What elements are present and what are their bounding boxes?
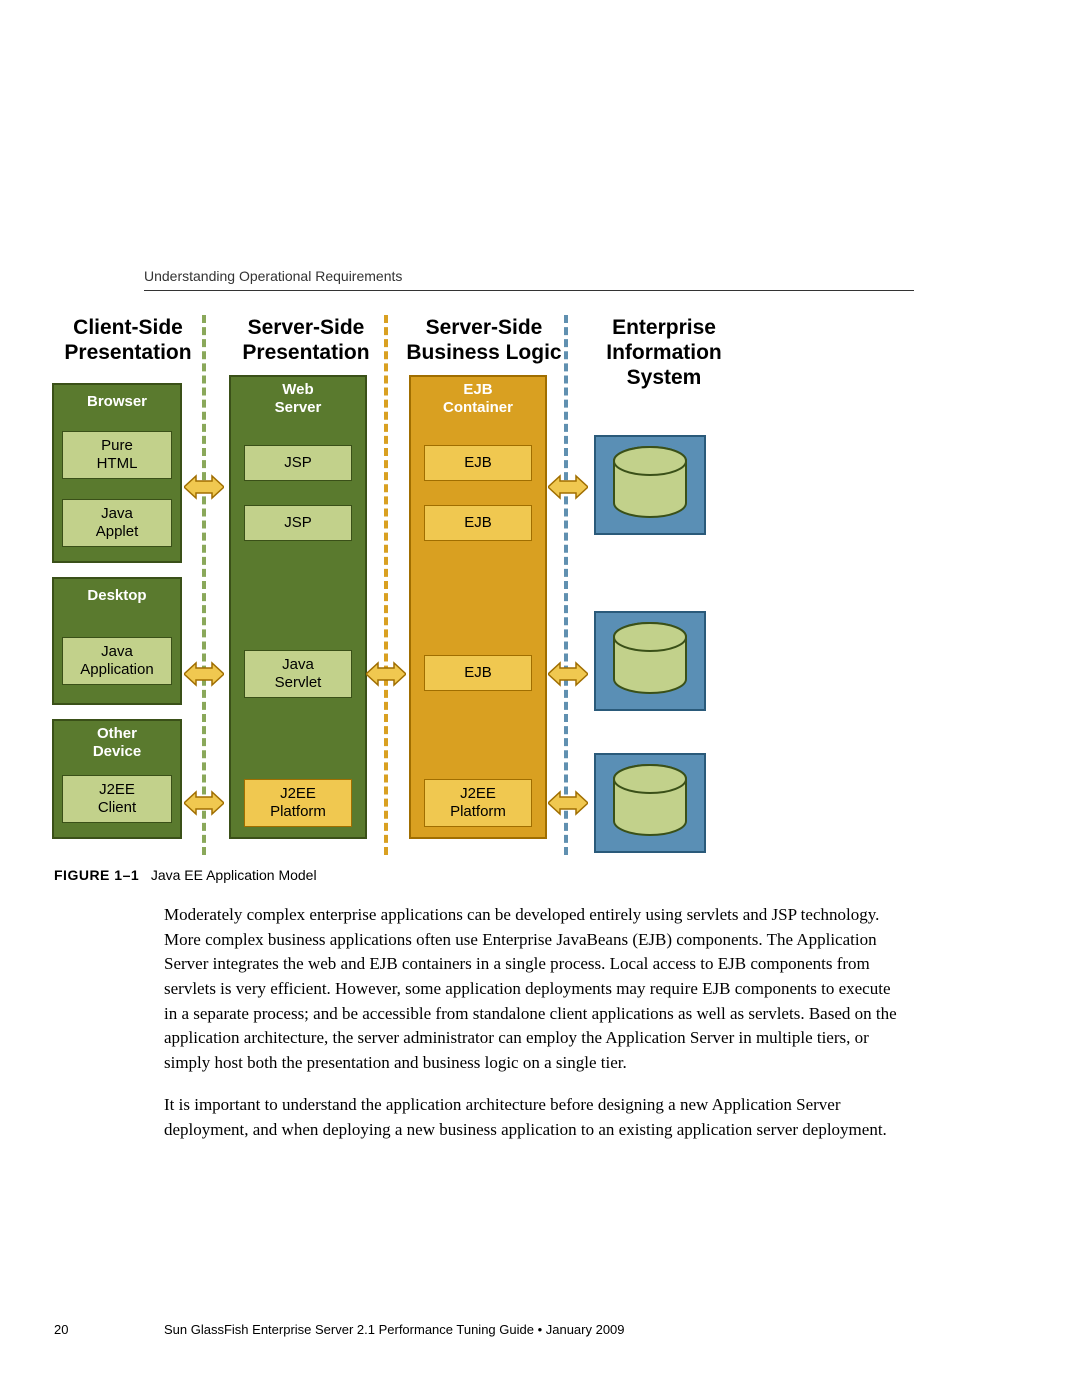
database-icon-3 xyxy=(596,755,704,851)
database-icon-1 xyxy=(596,437,704,533)
body-text: Moderately complex enterprise applicatio… xyxy=(164,903,899,1143)
figure-label: FIGURE 1–1 xyxy=(54,867,139,883)
other-header: Other Device xyxy=(54,721,180,765)
pure-html-box: Pure HTML xyxy=(62,431,172,479)
arrow-icon-6 xyxy=(548,660,588,688)
desktop-header: Desktop xyxy=(54,579,180,613)
paragraph-2: It is important to understand the applic… xyxy=(164,1093,899,1142)
j2ee-platform2-box: J2EE Platform xyxy=(424,779,532,827)
arrow-icon-1 xyxy=(184,473,224,501)
arrow-icon-7 xyxy=(548,789,588,817)
db3-container xyxy=(594,753,706,853)
browser-header: Browser xyxy=(54,385,180,419)
j2ee-platform1-box: J2EE Platform xyxy=(244,779,352,827)
divider-3 xyxy=(564,315,568,855)
database-icon-2 xyxy=(596,613,704,709)
arrow-icon-5 xyxy=(548,473,588,501)
ejb1-box: EJB xyxy=(424,445,532,481)
ejb-container-header: EJB Container xyxy=(411,377,545,421)
running-header: Understanding Operational Requirements xyxy=(144,268,914,291)
web-server-header: Web Server xyxy=(231,377,365,421)
arrow-icon-2 xyxy=(184,660,224,688)
paragraph-1: Moderately complex enterprise applicatio… xyxy=(164,903,899,1075)
db1-container xyxy=(594,435,706,535)
jsp1-box: JSP xyxy=(244,445,352,481)
col4-title: Enterprise Information System xyxy=(584,315,744,391)
architecture-diagram: Client-Side Presentation Server-Side Pre… xyxy=(54,315,754,855)
page-number: 20 xyxy=(54,1322,68,1337)
arrow-icon-3 xyxy=(184,789,224,817)
jsp2-box: JSP xyxy=(244,505,352,541)
figure-caption-text: Java EE Application Model xyxy=(151,867,317,883)
col3-title: Server-Side Business Logic xyxy=(399,315,569,365)
divider-2 xyxy=(384,315,388,855)
java-application-box: Java Application xyxy=(62,637,172,685)
col1-title: Client-Side Presentation xyxy=(48,315,208,365)
ejb2-box: EJB xyxy=(424,505,532,541)
arrow-icon-4 xyxy=(366,660,406,688)
java-applet-box: Java Applet xyxy=(62,499,172,547)
db2-container xyxy=(594,611,706,711)
divider-1 xyxy=(202,315,206,855)
figure-caption: FIGURE 1–1 Java EE Application Model xyxy=(54,867,914,883)
ejb3-box: EJB xyxy=(424,655,532,691)
footer-doc-title: Sun GlassFish Enterprise Server 2.1 Perf… xyxy=(164,1322,625,1337)
col2-title: Server-Side Presentation xyxy=(226,315,386,365)
j2ee-client-box: J2EE Client xyxy=(62,775,172,823)
java-servlet-box: Java Servlet xyxy=(244,650,352,698)
